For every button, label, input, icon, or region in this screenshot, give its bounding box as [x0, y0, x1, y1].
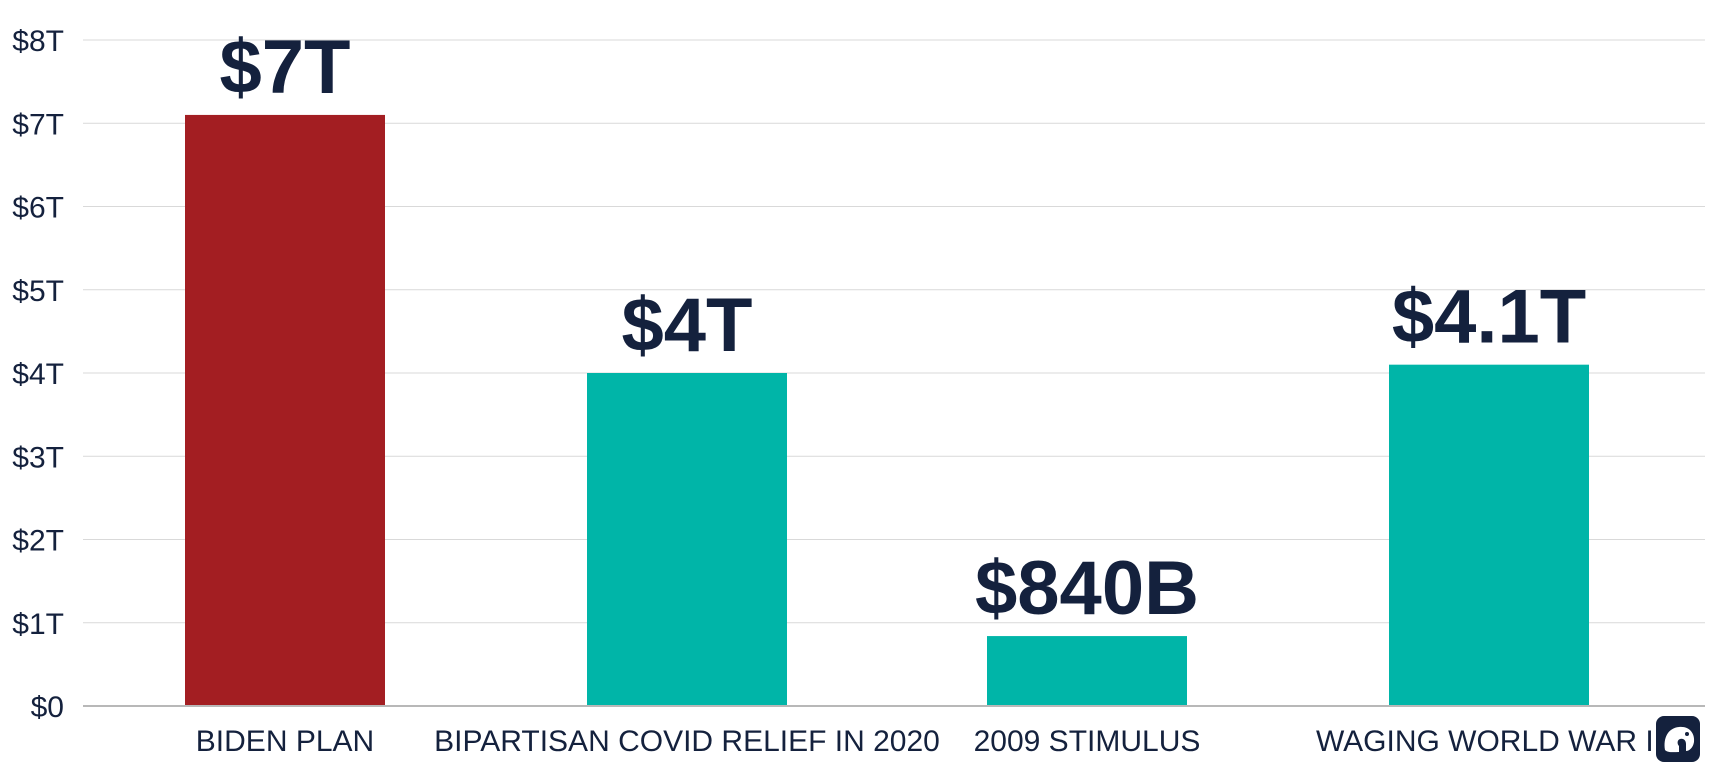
bar: [587, 373, 787, 706]
y-tick-label: $1T: [12, 608, 64, 641]
y-tick-label: $2T: [12, 525, 64, 558]
data-labels: $7T $4T $840B $4.1T: [220, 25, 1587, 631]
x-category-label: BIDEN PLAN: [196, 725, 374, 758]
y-tick-label: $8T: [12, 25, 64, 58]
elephant-icon: [1656, 716, 1700, 762]
data-label: $4.1T: [1392, 275, 1586, 360]
y-tick-label: $4T: [12, 358, 64, 391]
bar: [987, 636, 1187, 706]
bar: [185, 114, 385, 707]
y-tick-label: $5T: [12, 275, 64, 308]
y-tick-label: $3T: [12, 441, 64, 474]
y-tick-label: $7T: [12, 108, 64, 141]
bars: [185, 114, 1589, 707]
x-category-label: 2009 STIMULUS: [974, 725, 1201, 758]
x-category-label: BIPARTISAN COVID RELIEF IN 2020: [434, 725, 940, 758]
x-category-label: WAGING WORLD WAR II: [1316, 725, 1662, 758]
bar: [1389, 364, 1589, 706]
y-axis-tick-labels: $0 $1T $2T $3T $4T $5T $6T $7T $8T: [12, 25, 64, 724]
y-tick-label: $0: [31, 691, 64, 724]
x-axis-category-labels: BIDEN PLAN BIPARTISAN COVID RELIEF IN 202…: [196, 725, 1662, 758]
y-tick-label: $6T: [12, 192, 64, 225]
data-label: $7T: [220, 25, 351, 110]
data-label: $4T: [622, 283, 753, 368]
data-label: $840B: [975, 546, 1199, 631]
